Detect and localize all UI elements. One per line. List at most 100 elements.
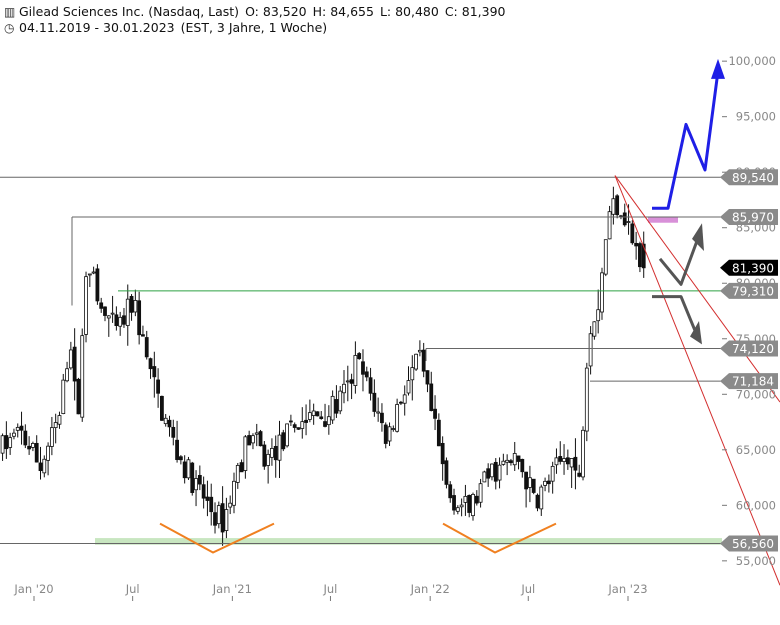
candle-up (490, 463, 494, 478)
candle-down (213, 512, 217, 526)
candle-down (509, 460, 513, 464)
candle-up (270, 448, 274, 458)
candle-down (156, 379, 161, 394)
x-tick-label: Jan '22 (410, 582, 450, 596)
candle-down (247, 435, 252, 446)
orange-v-pattern-2022 (442, 522, 557, 554)
candle-up (243, 436, 248, 471)
candle-down (474, 495, 479, 504)
x-tick-label: Jul (323, 582, 338, 596)
candle-down (273, 445, 278, 461)
period-meta: (EST, 3 Jahre, 1 Woche) (180, 20, 328, 35)
candle-down (425, 370, 430, 385)
candle-up (387, 426, 392, 442)
candle-up (42, 458, 47, 474)
close-value: C: 81,390 (444, 4, 506, 19)
trend-line-lower (614, 175, 780, 586)
grey-arrow-up-head (692, 223, 704, 252)
candle-down (357, 353, 362, 360)
candle-up (118, 316, 123, 327)
candle-up (49, 427, 54, 447)
y-tick-label: 100,000 (728, 54, 776, 68)
candle-up (224, 509, 229, 531)
candle-up (228, 502, 233, 508)
blue-arrow-head (711, 58, 725, 79)
x-tick-label: Jan '20 (13, 582, 53, 596)
candle-down (368, 377, 373, 394)
candle-down (319, 416, 324, 419)
candle-up (345, 380, 350, 383)
candle-up (186, 459, 191, 479)
candle-down (531, 478, 536, 493)
low-value: L: 80,480 (379, 4, 439, 19)
candle-down (152, 366, 157, 378)
candle-down (209, 496, 214, 513)
candle-up (84, 276, 88, 335)
resistance-marker (648, 217, 678, 223)
candle-up (501, 460, 506, 465)
candle-down (34, 442, 39, 463)
candle-up (266, 453, 271, 466)
level-price-tag (720, 208, 778, 225)
candle-down (615, 195, 620, 216)
candle-up (91, 271, 96, 274)
candle-down (546, 480, 551, 485)
y-tick-label: 65,000 (736, 443, 776, 457)
candle-up (106, 315, 111, 319)
candle-down (349, 379, 354, 384)
candle-down (23, 430, 28, 446)
candle-down (535, 494, 540, 509)
candle-down (573, 456, 578, 471)
candle-up (0, 435, 5, 454)
period-range: 04.11.2019 - 30.01.2023 (19, 20, 175, 35)
candle-down (38, 462, 43, 472)
candle-down (220, 503, 225, 533)
candle-down (76, 378, 81, 415)
candle-down (383, 424, 388, 444)
candle-down (239, 462, 244, 473)
candle-up (8, 437, 13, 448)
candle-up (482, 471, 487, 483)
candle-down (144, 337, 149, 358)
level-lines-layer (0, 175, 780, 586)
candle-up (463, 495, 468, 503)
x-tick-label: Jul (125, 582, 140, 596)
candle-down (72, 346, 77, 382)
candle-down (380, 412, 384, 424)
high-value: H: 84,655 (312, 4, 374, 19)
level-price-label: 85,970 (732, 210, 774, 224)
candle-up (57, 415, 62, 425)
candle-down (364, 371, 369, 378)
candle-up (133, 300, 138, 313)
candle-up (87, 273, 92, 276)
candle-up (406, 380, 411, 394)
candle-up (584, 367, 589, 432)
trend-line-upper (614, 175, 780, 403)
candlestick-icon: ▥ (4, 5, 16, 19)
candle-up (512, 453, 517, 466)
candle-up (505, 459, 510, 463)
candle-up (53, 422, 58, 429)
candle-up (254, 432, 259, 435)
candle-down (190, 462, 195, 493)
candle-up (414, 353, 418, 370)
level-price-tag (720, 282, 778, 299)
candle-up (80, 335, 85, 418)
support-zone (95, 538, 722, 545)
candle-down (524, 471, 529, 490)
level-price-tag (720, 169, 778, 186)
candle-down (520, 458, 525, 473)
candle-down (99, 302, 104, 309)
candle-down (558, 456, 563, 462)
orange-v-pattern-2020 (159, 522, 275, 554)
candle-up (110, 312, 115, 315)
candle-up (528, 477, 532, 488)
candle-up (395, 404, 400, 432)
candle-down (452, 495, 456, 511)
candle-down (641, 243, 646, 269)
candle-down (634, 242, 639, 247)
candle-up (68, 349, 73, 369)
candle-down (197, 475, 202, 485)
level-price-tag (720, 373, 778, 390)
